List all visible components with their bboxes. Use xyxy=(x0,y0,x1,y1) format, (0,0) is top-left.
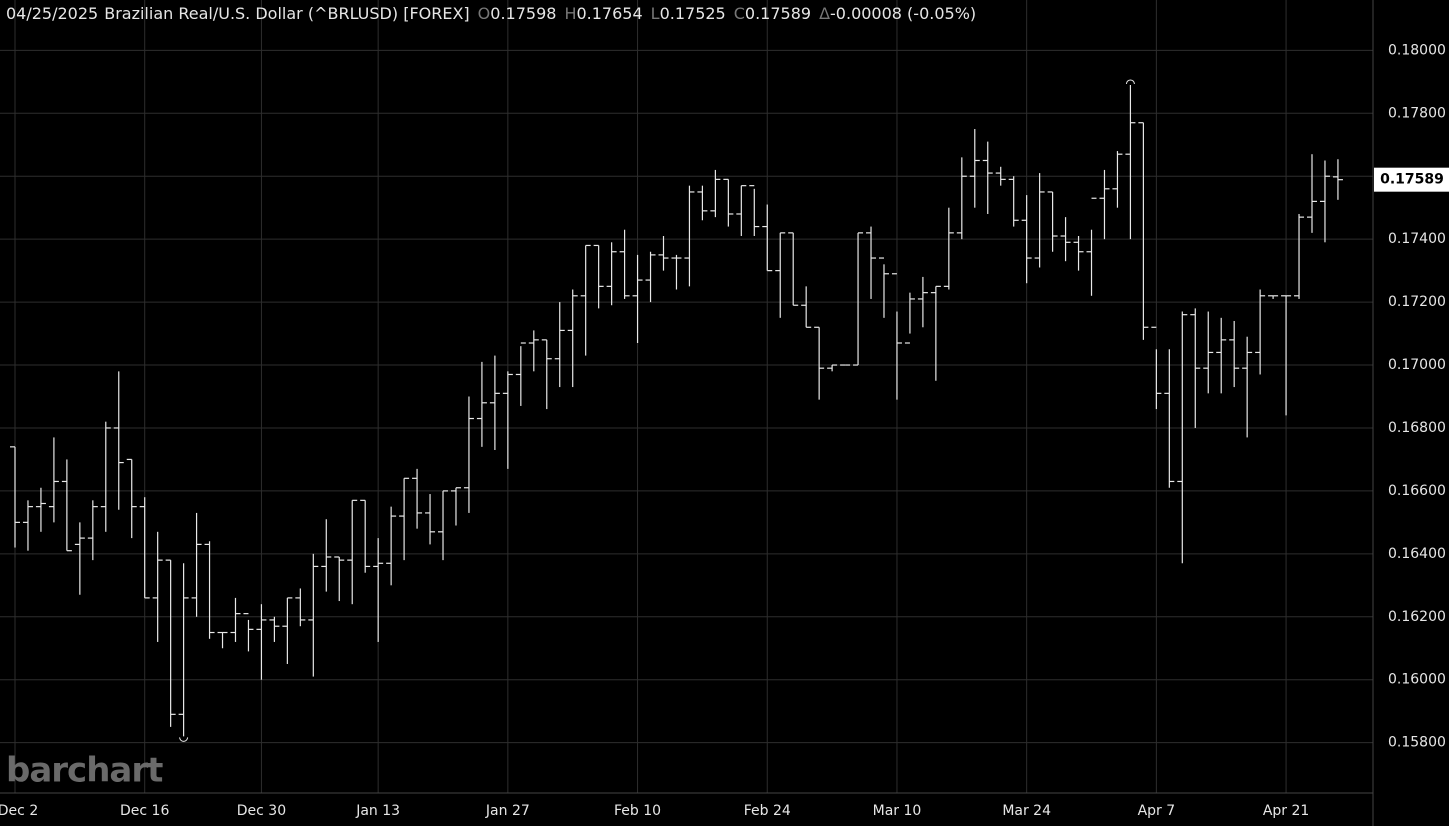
header: 04/25/2025 Brazilian Real/U.S. Dollar (^B… xyxy=(6,4,976,23)
header-field-value: 0.17589 xyxy=(745,4,811,23)
x-tick-label: Jan 27 xyxy=(485,803,530,819)
y-tick-label: 0.17400 xyxy=(1388,231,1446,247)
low-marker xyxy=(179,737,189,742)
header-field-label: C xyxy=(734,4,745,23)
y-tick-label: 0.16400 xyxy=(1388,546,1446,562)
header-field-label: O xyxy=(478,4,491,23)
header-symbol: Brazilian Real/U.S. Dollar (^BRLUSD) [FO… xyxy=(104,4,469,23)
y-tick-label: 0.16200 xyxy=(1388,609,1446,625)
bars xyxy=(10,79,1343,742)
header-field-label: H xyxy=(564,4,576,23)
y-tick-label: 0.17000 xyxy=(1388,357,1446,373)
header-field-value: 0.17654 xyxy=(576,4,642,23)
x-tick-label: Dec 16 xyxy=(120,803,169,819)
y-tick-label: 0.16600 xyxy=(1388,483,1446,499)
x-tick-label: Dec 2 xyxy=(0,803,38,819)
x-tick-label: Mar 10 xyxy=(873,803,922,819)
y-tick-label: 0.16800 xyxy=(1388,420,1446,436)
x-tick-label: Mar 24 xyxy=(1002,803,1051,819)
x-tick-label: Feb 10 xyxy=(614,803,661,819)
high-marker xyxy=(1125,79,1135,85)
header-date: 04/25/2025 xyxy=(6,4,98,23)
x-tick-label: Apr 7 xyxy=(1138,803,1176,819)
header-field-value: 0.17598 xyxy=(490,4,556,23)
grid xyxy=(0,0,1373,793)
y-tick-label: 0.15800 xyxy=(1388,735,1446,751)
x-tick-label: Jan 13 xyxy=(355,803,400,819)
header-field-value: -0.00008 (-0.05%) xyxy=(830,4,976,23)
x-tick-label: Feb 24 xyxy=(744,803,791,819)
last-price-box xyxy=(1374,167,1449,192)
axes: 0.15800 0.16000 0.16200 0.16400 0.16600 0.168… xyxy=(0,42,1449,819)
y-tick-label: 0.18000 xyxy=(1388,42,1446,58)
last-price-label: 0.17589 xyxy=(1380,172,1444,188)
header-field-label: Δ xyxy=(819,4,830,23)
header-field-value: 0.17525 xyxy=(660,4,726,23)
y-tick-label: 0.17200 xyxy=(1388,294,1446,310)
y-tick-label: 0.16000 xyxy=(1388,672,1446,688)
x-tick-label: Dec 30 xyxy=(237,803,286,819)
x-tick-label: Apr 21 xyxy=(1263,803,1309,819)
y-tick-label: 0.17800 xyxy=(1388,105,1446,121)
header-field-label: L xyxy=(651,4,660,23)
watermark: barchart xyxy=(6,751,163,791)
